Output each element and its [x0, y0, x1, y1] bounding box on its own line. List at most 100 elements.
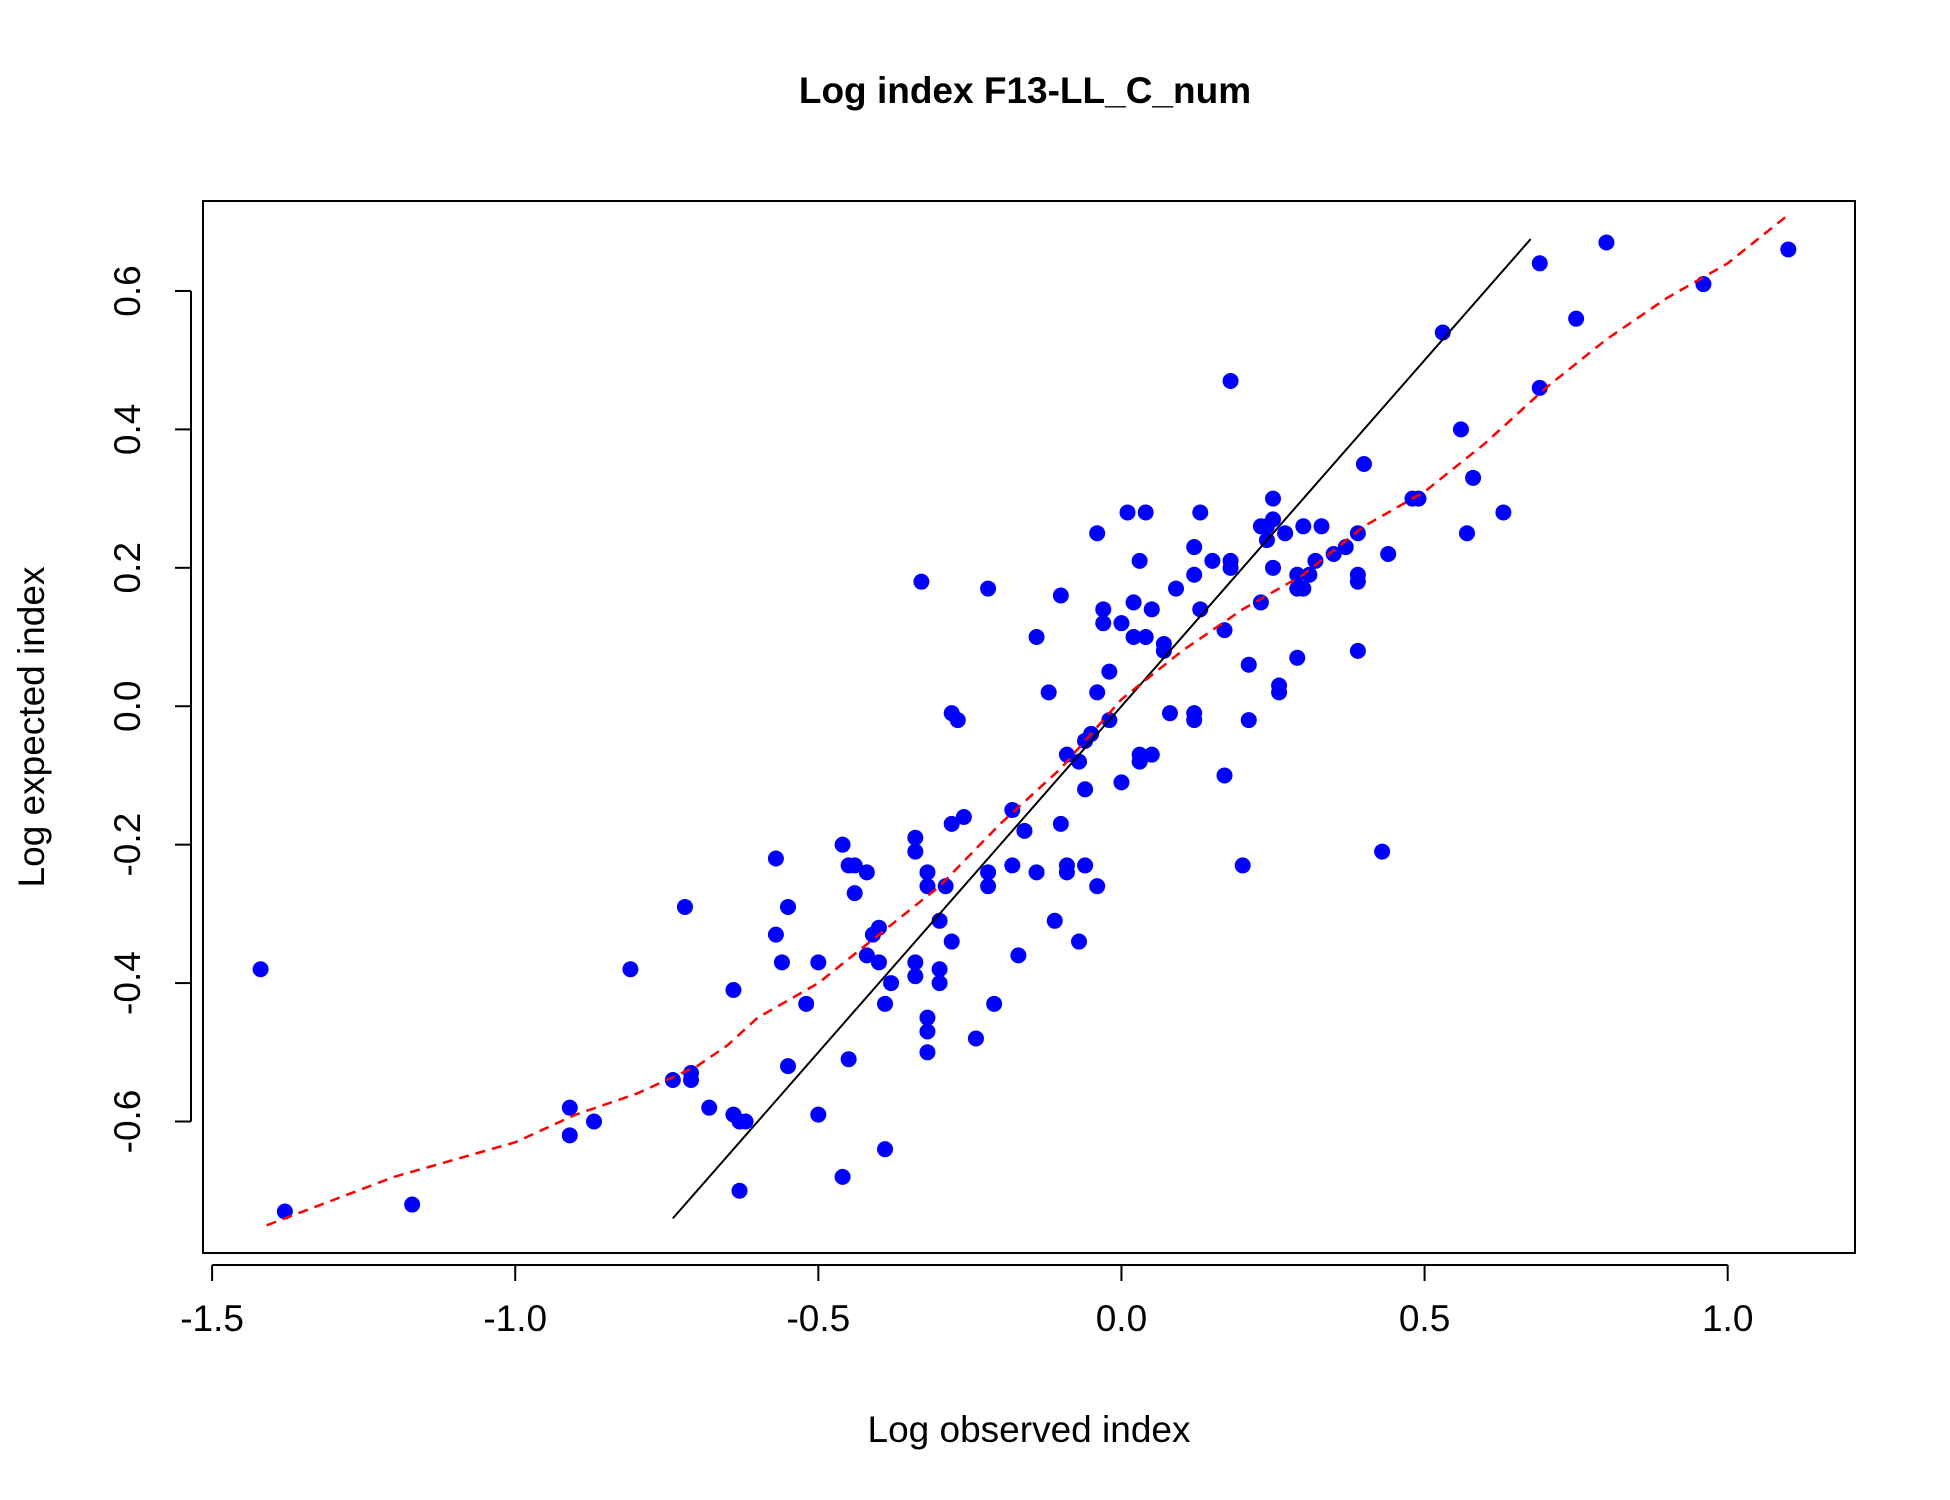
data-point: [1052, 815, 1069, 832]
data-point: [1186, 712, 1203, 729]
data-point: [1216, 622, 1233, 639]
data-point: [1374, 843, 1391, 860]
data-point: [1125, 594, 1142, 611]
data-point: [252, 961, 269, 978]
data-point: [931, 961, 948, 978]
x-tick-label: -1.5: [180, 1298, 244, 1339]
data-point: [1119, 504, 1136, 521]
y-tick-label: 0.0: [107, 681, 148, 732]
data-point: [919, 878, 936, 895]
data-point: [1161, 705, 1178, 722]
data-point: [622, 961, 639, 978]
data-point: [1222, 372, 1239, 389]
data-point: [773, 954, 790, 971]
data-point: [1222, 559, 1239, 576]
data-point: [737, 1113, 754, 1130]
data-point: [980, 864, 997, 881]
data-point: [1434, 324, 1451, 341]
data-point: [834, 836, 851, 853]
data-point: [955, 808, 972, 825]
x-tick-label: -0.5: [786, 1298, 850, 1339]
x-tick-label: 0.0: [1096, 1298, 1147, 1339]
data-point: [561, 1099, 578, 1116]
y-axis-label: Log expected index: [11, 566, 52, 887]
data-point: [810, 954, 827, 971]
data-point: [1349, 573, 1366, 590]
data-point: [676, 898, 693, 915]
y-tick-label: -0.2: [107, 813, 148, 877]
data-point: [404, 1196, 421, 1213]
data-point: [1531, 379, 1548, 396]
data-point: [937, 878, 954, 895]
data-point: [1355, 456, 1372, 472]
x-tick-label: 0.5: [1399, 1298, 1450, 1339]
data-point: [1046, 912, 1063, 929]
data-point: [780, 1058, 797, 1075]
data-point: [980, 878, 997, 895]
data-point: [931, 912, 948, 929]
data-point: [1052, 587, 1069, 604]
data-point: [1186, 539, 1203, 556]
plot-area-frame: [202, 200, 1856, 1254]
data-point: [883, 975, 900, 992]
data-point: [276, 1203, 293, 1220]
data-point: [1113, 774, 1130, 791]
y-tick-label: -0.6: [107, 1090, 148, 1154]
y-tick-label: 0.6: [107, 265, 148, 316]
y-axis: -0.6 -0.4 -0.2 0.0 0.2 0.4 0.6: [107, 265, 192, 1154]
data-point: [1204, 552, 1221, 569]
data-point: [840, 1051, 857, 1068]
data-point: [1295, 518, 1312, 535]
data-point: [664, 1071, 681, 1088]
data-point: [1271, 684, 1288, 701]
data-point: [870, 954, 887, 971]
chart-title: Log index F13-LL_C_num: [799, 70, 1251, 111]
identity-line: [672, 238, 1532, 1220]
data-point: [1077, 781, 1094, 798]
data-point: [1192, 504, 1209, 521]
data-point: [1089, 684, 1106, 701]
data-point: [1058, 746, 1075, 763]
data-point: [980, 580, 997, 597]
data-point: [561, 1127, 578, 1144]
data-point: [1004, 802, 1021, 819]
smoother-line: [266, 213, 1790, 1227]
data-point: [1089, 878, 1106, 895]
data-point: [1028, 864, 1045, 881]
data-point: [1137, 504, 1154, 521]
data-point: [846, 885, 863, 902]
data-point: [907, 829, 924, 846]
data-point: [798, 995, 815, 1012]
data-point: [1071, 933, 1088, 950]
data-point: [1459, 525, 1476, 542]
data-point: [701, 1099, 718, 1116]
data-point: [1040, 684, 1057, 701]
data-point: [931, 975, 948, 992]
x-axis-label: Log observed index: [868, 1409, 1191, 1450]
data-point: [767, 926, 784, 943]
data-point: [877, 995, 894, 1012]
y-tick-label: -0.4: [107, 951, 148, 1015]
data-point: [1131, 552, 1148, 569]
data-point: [1277, 525, 1294, 542]
data-point: [1295, 580, 1312, 597]
data-point: [1240, 656, 1257, 673]
data-point: [1265, 490, 1282, 507]
data-point: [1058, 864, 1075, 881]
data-point: [1143, 601, 1160, 618]
y-tick-label: 0.4: [107, 404, 148, 455]
data-point: [1113, 615, 1130, 632]
data-point: [1155, 642, 1172, 659]
data-point: [1137, 629, 1154, 646]
data-point: [1265, 559, 1282, 576]
data-point: [810, 1106, 827, 1123]
data-point: [1192, 601, 1209, 618]
x-tick-label: -1.0: [483, 1298, 547, 1339]
data-point: [1531, 255, 1548, 272]
data-point: [731, 1182, 748, 1199]
data-point: [858, 947, 875, 964]
data-point: [1568, 310, 1585, 327]
data-point: [919, 1023, 936, 1040]
data-point: [1452, 421, 1469, 438]
